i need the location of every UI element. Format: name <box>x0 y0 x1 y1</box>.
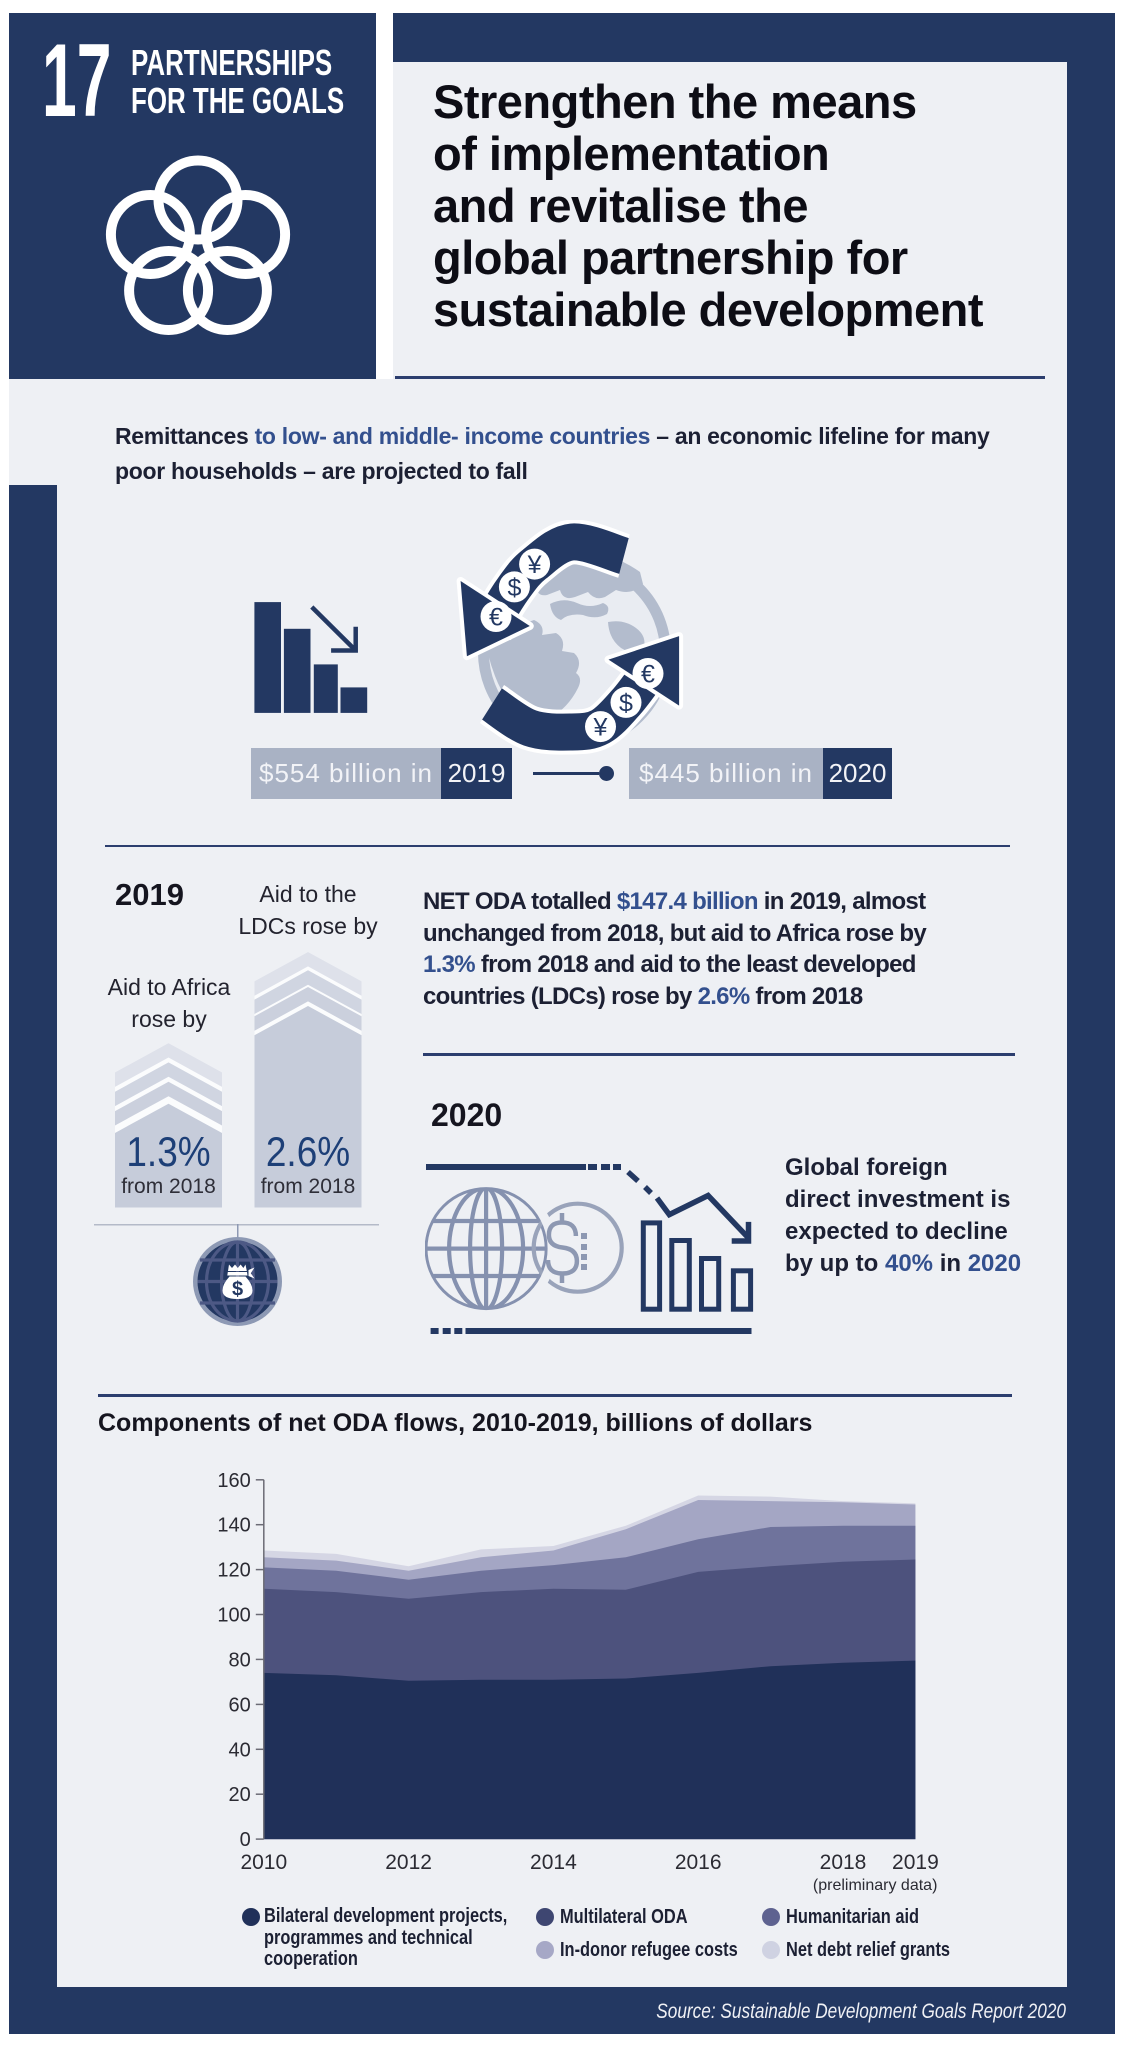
svg-text:60: 60 <box>229 1694 251 1716</box>
svg-text:100: 100 <box>217 1605 250 1627</box>
svg-text:2014: 2014 <box>530 1851 577 1874</box>
svg-text:2018: 2018 <box>820 1851 867 1874</box>
svg-text:2016: 2016 <box>675 1851 722 1874</box>
svg-text:$: $ <box>232 1279 243 1301</box>
svg-text:140: 140 <box>217 1515 250 1537</box>
svg-text:¥: ¥ <box>527 551 542 579</box>
svg-text:20: 20 <box>229 1784 251 1806</box>
svg-text:40: 40 <box>229 1739 251 1761</box>
svg-text:€: € <box>641 660 655 688</box>
svg-text:¥: ¥ <box>593 714 608 742</box>
svg-text:2010: 2010 <box>240 1851 287 1874</box>
svg-text:0: 0 <box>240 1829 251 1851</box>
svg-text:120: 120 <box>217 1560 250 1582</box>
svg-text:(preliminary data): (preliminary data) <box>813 1877 937 1894</box>
svg-text:2019: 2019 <box>892 1851 939 1874</box>
svg-text:80: 80 <box>229 1649 251 1671</box>
svg-text:160: 160 <box>217 1470 250 1492</box>
svg-text:$: $ <box>619 689 633 717</box>
svg-text:€: € <box>489 603 503 631</box>
svg-text:2012: 2012 <box>385 1851 432 1874</box>
svg-text:$: $ <box>507 574 521 602</box>
